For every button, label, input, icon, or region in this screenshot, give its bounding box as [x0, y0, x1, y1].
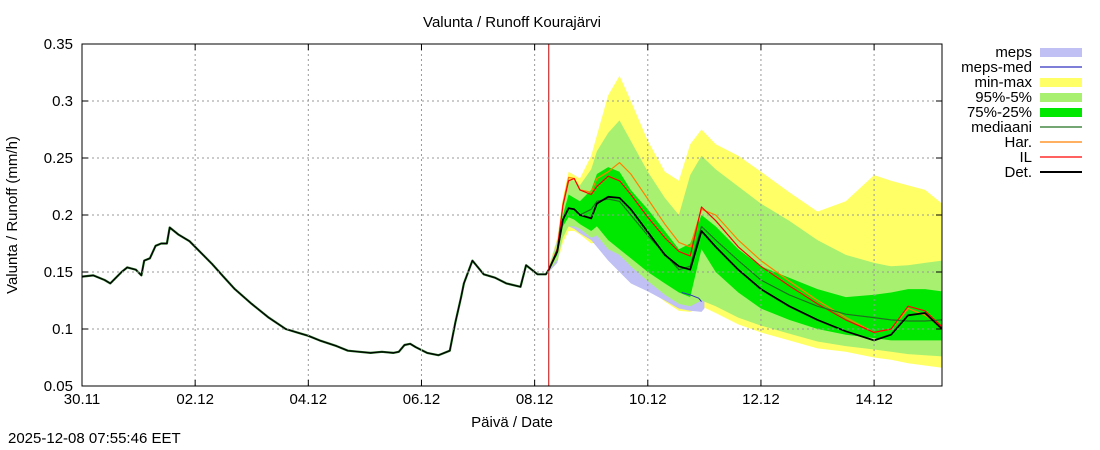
legend-label: 95%-5%	[975, 89, 1032, 106]
legend-label: min-max	[974, 74, 1032, 91]
x-tick-label: 12.12	[742, 391, 780, 408]
line-deterministic	[547, 195, 942, 342]
legend-label: meps-med	[961, 59, 1032, 76]
x-tick-label: 06.12	[403, 391, 441, 408]
band-75-25	[548, 167, 942, 341]
line-il	[548, 175, 942, 333]
legend-label: mediaani	[971, 119, 1032, 136]
legend-swatch	[1040, 48, 1082, 57]
legend-swatch	[1040, 108, 1082, 117]
y-tick-label: 0.25	[44, 150, 73, 167]
line-observed-det	[82, 226, 550, 356]
y-axis-label: Valunta / Runoff (mm/h)	[4, 136, 21, 294]
x-axis-label: Päivä / Date	[471, 414, 553, 431]
plot-area	[82, 44, 942, 386]
x-tick-label: 08.12	[516, 391, 554, 408]
legend-swatch	[1040, 93, 1082, 102]
legend: mepsmeps-medmin-max95%-5%75%-25%mediaani…	[961, 44, 1082, 181]
legend-label: Har.	[1004, 134, 1032, 151]
x-tick-label: 02.12	[176, 391, 214, 408]
x-tick-label: 04.12	[290, 391, 328, 408]
y-tick-label: 0.05	[44, 378, 73, 395]
series-group	[82, 75, 942, 368]
line-meps-med	[681, 292, 702, 302]
y-tick-label: 0.15	[44, 264, 73, 281]
legend-label: 75%-25%	[967, 104, 1032, 121]
x-tick-label: 14.12	[855, 391, 893, 408]
legend-label: meps	[995, 44, 1032, 61]
x-tick-label: 10.12	[629, 391, 667, 408]
y-tick-label: 0.35	[44, 36, 73, 53]
x-tick-label: 30.11	[64, 391, 100, 408]
legend-label: IL	[1019, 149, 1032, 166]
legend-swatch	[1040, 78, 1082, 87]
timestamp: 2025-12-08 07:55:46 EET	[8, 430, 181, 447]
axes: 0.05 0.1 0.15 0.2 0.25 0.3 0.35 30.11 02.12 04.12…	[44, 36, 943, 408]
y-tick-label: 0.1	[52, 321, 73, 338]
line-observed-median	[82, 226, 550, 357]
chart-title: Valunta / Runoff Kourajärvi	[423, 14, 601, 31]
legend-label: Det.	[1004, 164, 1032, 181]
y-tick-label: 0.2	[52, 207, 73, 224]
y-tick-label: 0.3	[52, 93, 73, 110]
